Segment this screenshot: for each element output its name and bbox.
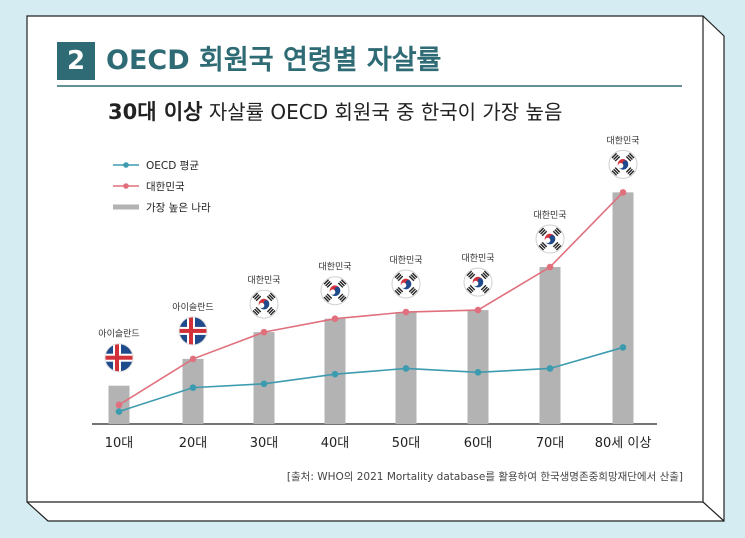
korea-point-4 <box>331 315 339 323</box>
legend-oecd-marker <box>123 162 129 168</box>
top-country-label-6: 대한민국 <box>461 253 494 264</box>
bar-8 <box>612 192 634 424</box>
x-tick-label-2: 20대 <box>179 436 208 451</box>
korea-flag-icon <box>535 224 565 254</box>
oecd-point-3 <box>260 380 268 388</box>
bar-6 <box>467 310 489 424</box>
oecd-point-7 <box>546 365 554 372</box>
iceland-flag-icon <box>178 316 208 346</box>
oecd-point-1 <box>115 408 123 415</box>
legend-label-2: 대한민국 <box>146 181 185 193</box>
korea-flag-icon <box>463 267 493 297</box>
korea-flag-icon <box>608 149 638 179</box>
top-country-label-3: 대한민국 <box>247 275 280 286</box>
oecd-point-4 <box>331 370 339 378</box>
korea-flag-icon <box>249 289 279 319</box>
chart-subtitle: 30대 이상 자살률 OECD 회원국 중 한국이 가장 높음 <box>108 96 562 126</box>
korea-point-2 <box>189 355 197 363</box>
legend-label-1: OECD 평균 <box>146 160 199 172</box>
korea-point-3 <box>260 328 268 336</box>
x-tick-label-4: 40대 <box>321 436 350 451</box>
top-country-label-8: 대한민국 <box>606 135 639 146</box>
oecd-line <box>118 346 624 413</box>
bar-3 <box>253 332 275 424</box>
source-note: [출처: WHO의 2021 Mortality database를 활용하여 … <box>286 471 683 483</box>
subtitle-bold: 30대 이상 <box>108 100 203 124</box>
x-tick-label-6: 60대 <box>464 436 493 451</box>
x-tick-label-5: 50대 <box>392 436 421 451</box>
oecd-point-5 <box>402 365 410 372</box>
top-country-label-7: 대한민국 <box>533 210 566 221</box>
section-number-badge: 2 <box>57 42 95 80</box>
korea-line <box>118 191 624 406</box>
oecd-point-2 <box>189 384 197 391</box>
korea-flag-icon <box>320 276 350 306</box>
korea-point-8 <box>619 189 627 196</box>
korea-flag-icon <box>391 269 421 299</box>
top-country-label-1: 아이슬란드 <box>98 328 139 340</box>
top-country-label-2: 아이슬란드 <box>172 301 213 313</box>
korea-point-7 <box>546 263 554 271</box>
oecd-point-8 <box>619 344 627 351</box>
legend-korea-marker <box>123 183 129 189</box>
x-tick-label-3: 30대 <box>250 436 279 451</box>
korea-point-1 <box>115 401 123 409</box>
bar-2 <box>182 358 204 424</box>
oecd-point-6 <box>474 369 482 376</box>
legend-label-3: 가장 높은 나라 <box>146 202 211 214</box>
section-title: OECD 회원국 연령별 자살률 <box>106 45 442 76</box>
top-country-label-5: 대한민국 <box>389 255 422 266</box>
legend-bar-swatch <box>113 204 139 210</box>
x-tick-label-8: 80세 이상 <box>595 436 652 451</box>
iceland-flag-icon <box>104 343 134 373</box>
bar-7 <box>539 267 561 424</box>
top-country-label-4: 대한민국 <box>318 262 351 273</box>
korea-point-5 <box>402 308 410 316</box>
subtitle-rest: 자살률 OECD 회원국 중 한국이 가장 높음 <box>202 100 563 124</box>
korea-point-6 <box>474 306 482 314</box>
x-tick-label-1: 10대 <box>105 436 134 451</box>
x-tick-label-7: 70대 <box>536 436 565 451</box>
